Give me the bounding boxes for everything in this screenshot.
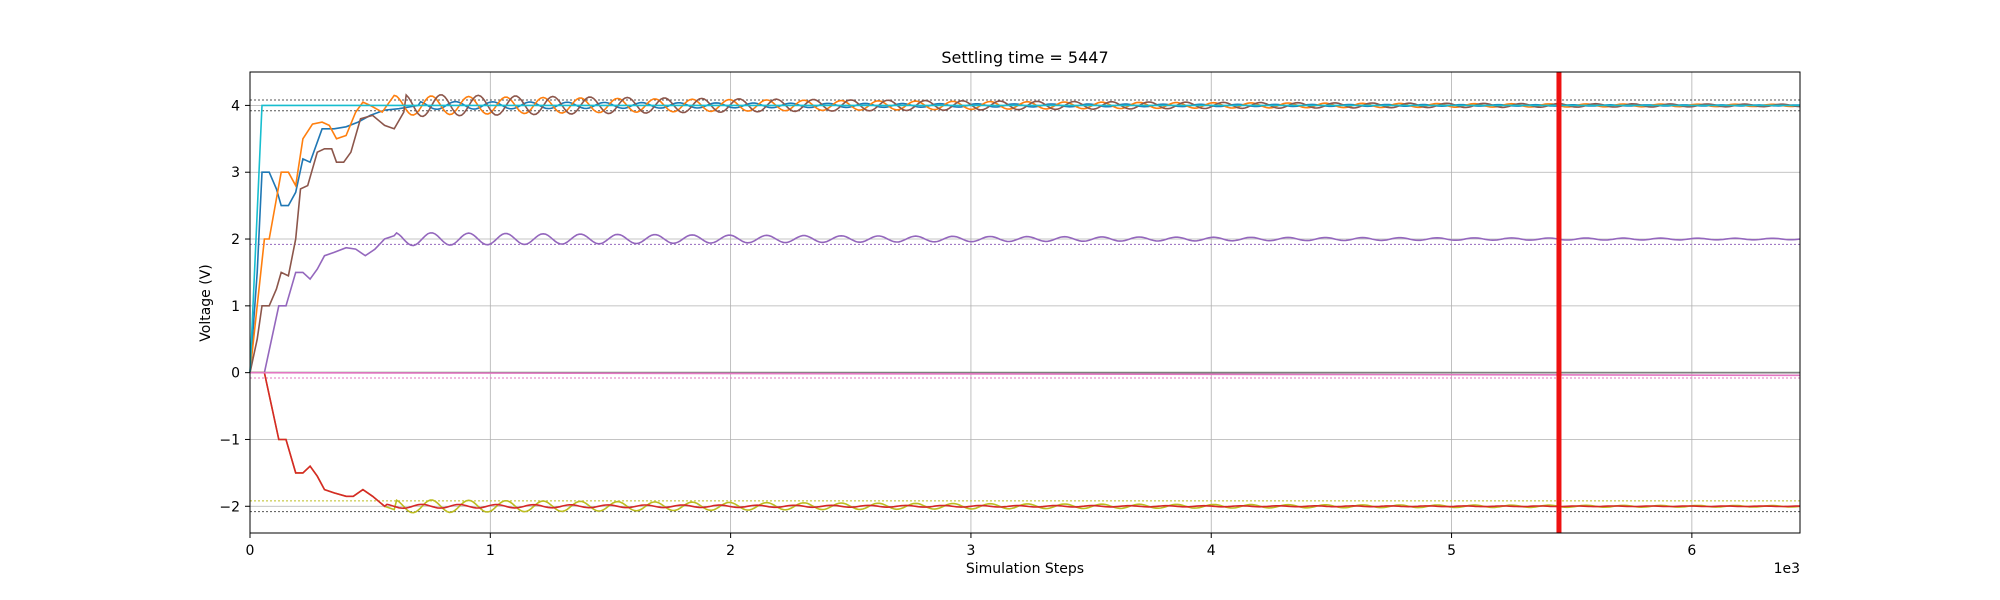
y-tick-label: −2 (219, 499, 240, 515)
plot-frame (249, 71, 1801, 534)
y-tick-label: 0 (231, 366, 240, 382)
x-axis-ticks: 0 1 2 3 4 5 6 (246, 533, 1696, 559)
y-tick-label: 3 (231, 165, 240, 181)
x-tick-label: 3 (966, 543, 975, 559)
x-axis-scale-label: 1e3 (1774, 561, 1800, 577)
series-lines (249, 93, 1801, 514)
x-tick-label: 2 (726, 543, 735, 559)
x-tick-label: 1 (486, 543, 495, 559)
series-line (249, 104, 1800, 373)
y-axis-ticks: −2 −1 0 1 2 3 4 (219, 98, 250, 515)
y-axis-label: Voltage (V) (198, 264, 214, 341)
y-tick-label: 2 (231, 232, 240, 248)
x-tick-label: 0 (246, 543, 255, 559)
x-tick-label: 5 (1447, 543, 1456, 559)
x-axis-label: Simulation Steps (966, 561, 1084, 577)
series-line (249, 371, 1801, 377)
x-tick-label: 6 (1687, 543, 1696, 559)
y-tick-label: 1 (231, 299, 240, 315)
x-tick-label: 4 (1207, 543, 1216, 559)
y-tick-label: −1 (219, 432, 240, 448)
chart-title: Settling time = 5447 (941, 48, 1108, 67)
y-tick-label: 4 (231, 98, 240, 114)
plot-background (250, 72, 1800, 533)
